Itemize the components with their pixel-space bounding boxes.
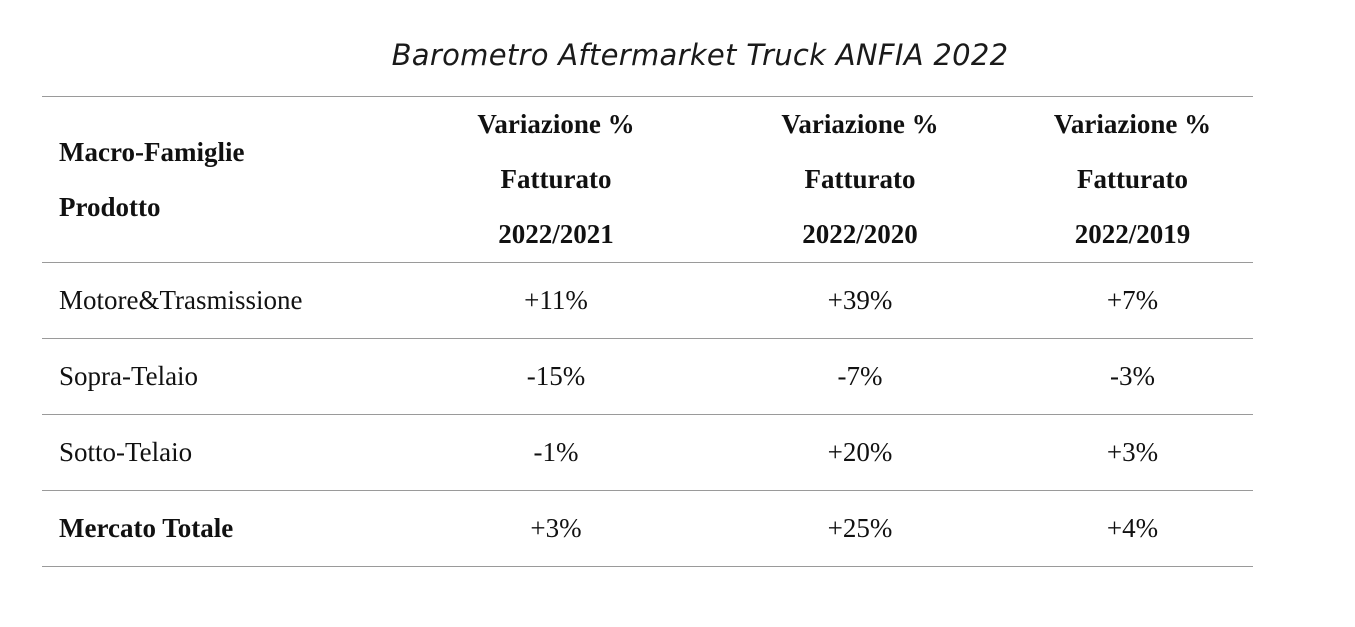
- cell-value: -3%: [1110, 361, 1155, 391]
- cell-value: +11%: [524, 285, 588, 315]
- cell-value: +3%: [530, 513, 582, 543]
- table-row-sopra-telaio: Sopra-Telaio -15% -7% -3%: [42, 339, 1253, 415]
- cell-value: -15%: [526, 361, 586, 391]
- header-variazione-2022-2020: Variazione % Fatturato 2022/2020: [708, 97, 1012, 263]
- header-line: 2022/2021: [498, 219, 614, 249]
- header-line: Fatturato: [804, 164, 916, 194]
- barometro-table: Macro-Famiglie Prodotto Variazione % Fat…: [42, 96, 1253, 567]
- header-line: Variazione %: [1053, 109, 1212, 139]
- cell-value: +7%: [1106, 285, 1159, 315]
- row-label: Sopra-Telaio: [59, 361, 199, 391]
- header-line: 2022/2019: [1074, 219, 1191, 249]
- header-line: Fatturato: [1077, 164, 1188, 194]
- header-macro-famiglie: Macro-Famiglie Prodotto: [42, 97, 404, 263]
- header-line: Variazione %: [781, 109, 939, 139]
- header-variazione-2022-2019: Variazione % Fatturato 2022/2019: [1012, 97, 1253, 263]
- table-row-motore-trasmissione: Motore&Trasmissione +11% +39% +7%: [42, 263, 1253, 339]
- header-line: Prodotto: [59, 191, 161, 222]
- cell-value: +3%: [1106, 437, 1159, 467]
- cell-value: -1%: [533, 437, 579, 467]
- cell-value: +39%: [827, 285, 893, 315]
- cell-value: +25%: [827, 513, 893, 543]
- cell-value: +20%: [827, 437, 893, 467]
- table-row-sotto-telaio: Sotto-Telaio -1% +20% +3%: [42, 415, 1253, 491]
- header-row: Macro-Famiglie Prodotto Variazione % Fat…: [42, 96, 1253, 263]
- table-row-mercato-totale: Mercato Totale +3% +25% +4%: [42, 491, 1253, 567]
- header-line: 2022/2020: [802, 219, 918, 249]
- header-line: Fatturato: [500, 164, 612, 194]
- header-line: Variazione %: [477, 109, 635, 139]
- table-title: Barometro Aftermarket Truck ANFIA 2022: [391, 38, 1009, 72]
- row-label: Motore&Trasmissione: [59, 285, 303, 315]
- row-label: Mercato Totale: [59, 513, 234, 543]
- row-label: Sotto-Telaio: [59, 437, 193, 467]
- cell-value: +4%: [1106, 513, 1159, 543]
- cell-value: -7%: [837, 361, 883, 391]
- header-line: Macro-Famiglie: [59, 136, 245, 167]
- header-variazione-2022-2021: Variazione % Fatturato 2022/2021: [404, 97, 708, 263]
